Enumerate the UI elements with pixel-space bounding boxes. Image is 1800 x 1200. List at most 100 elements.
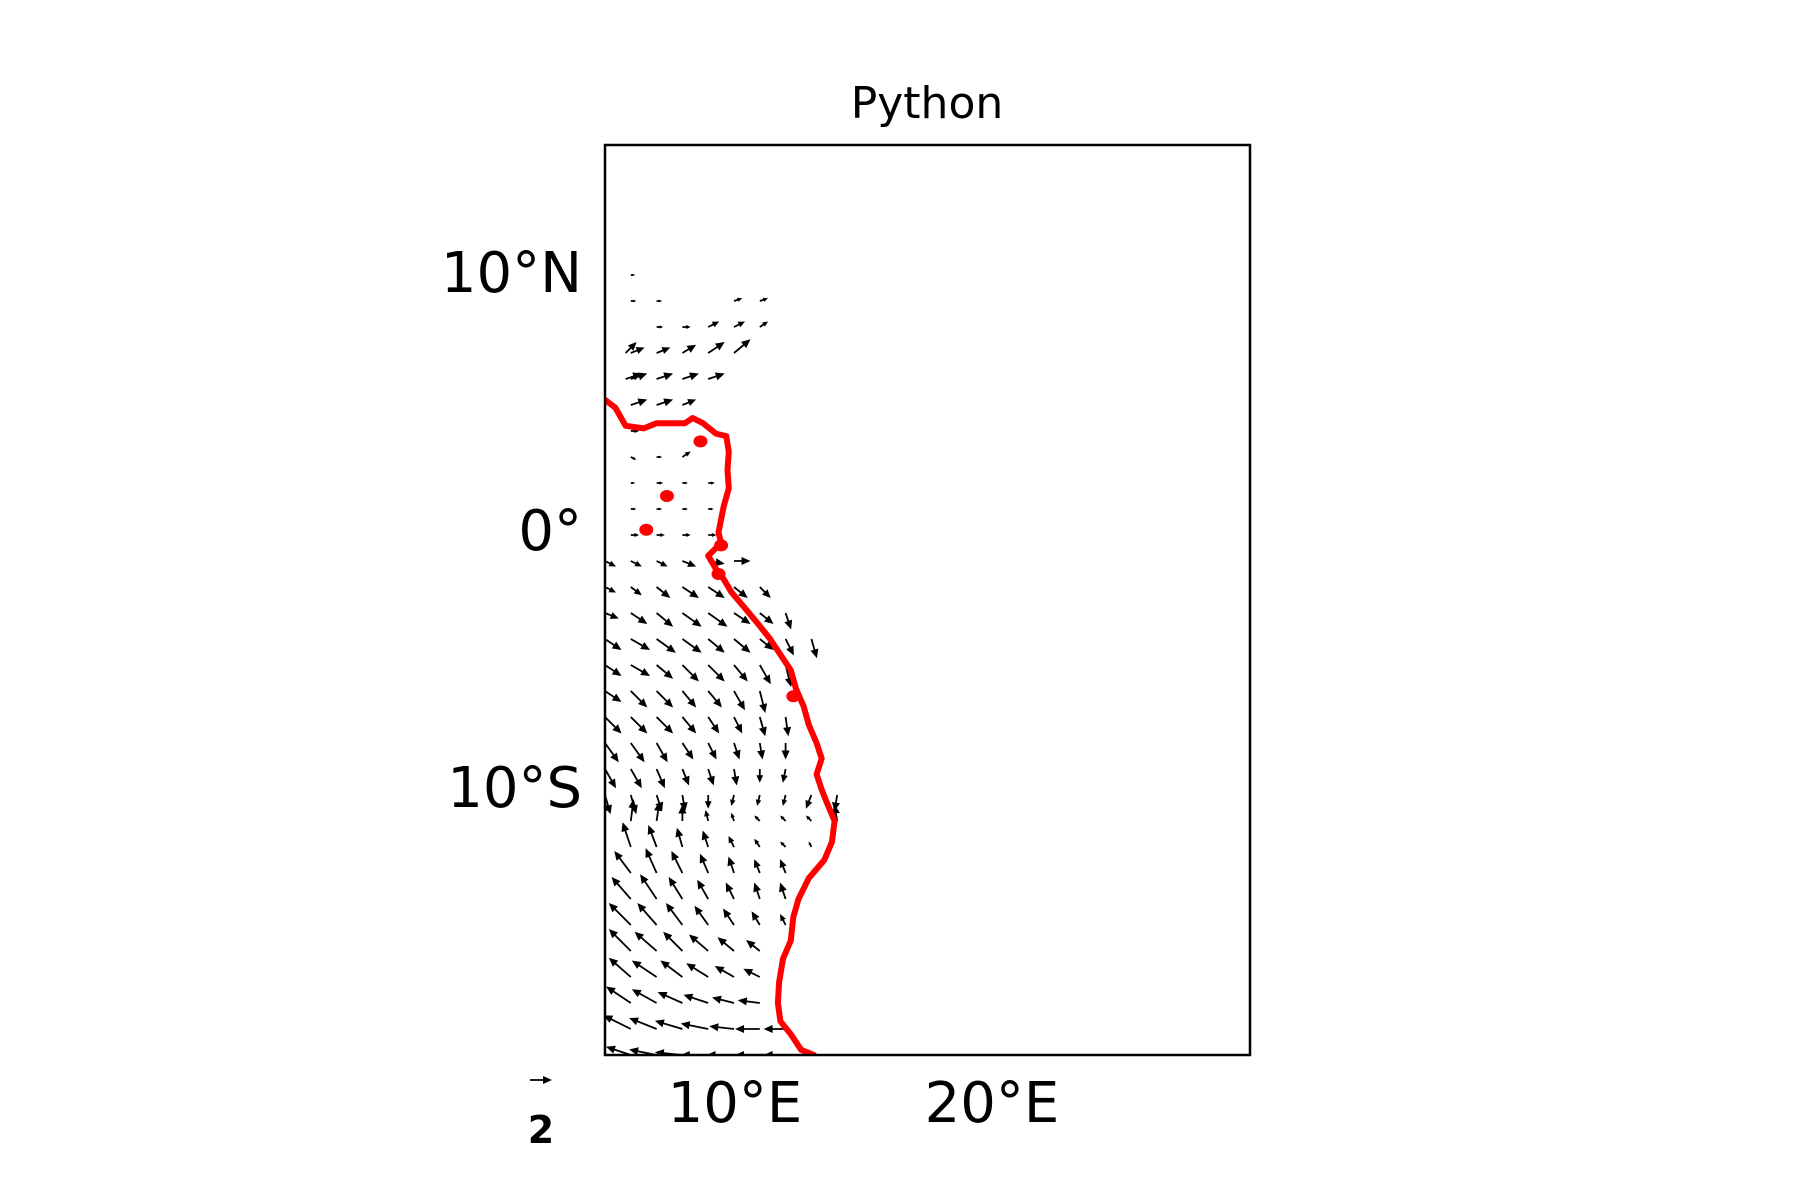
quiver-arrow-133: [701, 830, 710, 848]
coastline: [605, 396, 838, 1055]
quiver-arrow-95: [655, 742, 668, 763]
quiver-arrow-76: [759, 664, 771, 685]
quiver-arrow-120: [628, 799, 637, 822]
quiver-arrow-77: [784, 664, 793, 688]
quiver-arrow-51: [733, 586, 748, 599]
quiver-arrow-119: [605, 801, 610, 821]
quiver-arrow-137: [808, 841, 813, 848]
quiver-arrow-18: [656, 372, 674, 381]
quiver-arrow-84: [758, 690, 768, 714]
quiver-arrow-136: [780, 841, 787, 848]
quiver-arrow-56: [681, 612, 702, 627]
quiver-arrow-139: [614, 850, 632, 874]
quiver-arrow-82: [707, 690, 722, 708]
quiver-arrow-147: [611, 877, 632, 900]
quiver-arrow-62: [630, 638, 651, 650]
quiver-arrow-162: [605, 928, 606, 952]
quiver-arrow-192: [606, 1045, 632, 1055]
quiver-key: 2: [528, 1075, 554, 1152]
quiver-arrow-40: [605, 560, 617, 567]
quiver-arrow-44: [708, 558, 725, 567]
island-2: [639, 523, 654, 536]
quiver-arrow-102: [630, 768, 642, 789]
quiver-key-arrow-mark: [530, 1075, 552, 1085]
quiver-arrow-143: [727, 856, 736, 874]
quiver-arrow-28: [630, 481, 636, 485]
quiver-arrow-127: [805, 815, 813, 822]
quiver-arrow-23: [682, 399, 697, 406]
quiver-arrow-11: [630, 347, 645, 354]
quiver-arrow-178: [631, 989, 658, 1004]
quiver-arrow-171: [631, 960, 658, 978]
quiver-arrow-135: [754, 838, 761, 848]
quiver-arrows: [605, 273, 840, 1055]
quiver-arrow-169: [605, 957, 606, 978]
quiver-arrow-99: [757, 742, 766, 760]
quiver-arrow-122: [678, 804, 687, 821]
quiver-arrow-170: [608, 957, 632, 978]
quiver-arrow-24: [630, 428, 640, 434]
quiver-arrow-61: [605, 638, 622, 650]
quiver-arrow-41: [630, 560, 642, 567]
quiver-arrow-106: [731, 768, 740, 786]
quiver-arrow-181: [711, 995, 735, 1004]
quiver-arrow-37: [656, 532, 665, 538]
quiver-arrow-25: [630, 456, 637, 460]
quiver-arrow-81: [681, 690, 697, 708]
y-tick-label-0: 0°: [518, 499, 582, 564]
quiver-arrow-188: [709, 1023, 735, 1032]
quiver-arrow-184: [605, 1015, 632, 1030]
quiver-key-label: 2: [528, 1108, 554, 1152]
quiver-arrow-166: [688, 934, 709, 952]
quiver-arrow-31: [708, 481, 715, 485]
quiver-key-arrow: [530, 1075, 552, 1085]
quiver-arrow-177: [606, 986, 632, 1004]
quiver-arrow-165: [663, 931, 684, 952]
quiver-arrow-22: [656, 398, 674, 407]
quiver-arrow-15: [733, 339, 751, 354]
x-tick-label-10E: 10°E: [668, 1071, 803, 1136]
island-1: [659, 490, 674, 502]
quiver-arrow-4: [759, 297, 769, 302]
quiver-arrow-12: [656, 347, 671, 354]
quiver-arrow-73: [681, 664, 699, 682]
quiver-arrow-10: [625, 342, 637, 354]
quiver-arrow-68: [784, 638, 794, 656]
quiver-arrow-88: [681, 716, 697, 734]
quiver-arrow-186: [654, 1019, 683, 1030]
quiver-arrow-157: [665, 902, 684, 926]
quiver-arrow-90: [733, 716, 743, 734]
quiver-arrow-2: [656, 299, 663, 303]
quiver-arrow-74: [707, 664, 725, 682]
quiver-arrow-50: [707, 586, 725, 598]
quiver-arrow-142: [699, 853, 710, 874]
quiver-arrow-101: [605, 768, 616, 789]
quiver-arrow-187: [680, 1021, 709, 1030]
y-tick-label-10N: 10°N: [441, 241, 582, 306]
quiver-arrow-65: [707, 638, 725, 653]
quiver-arrow-103: [655, 768, 666, 789]
quiver-arrow-131: [647, 825, 658, 848]
island-5: [786, 690, 801, 703]
quiver-arrow-158: [694, 905, 709, 926]
x-tick-label-20E: 20°E: [925, 1071, 1060, 1136]
quiver-arrow-55: [656, 612, 674, 627]
quiver-arrow-91: [758, 716, 767, 737]
quiver-arrow-161: [780, 913, 787, 926]
quiver-arrow-83: [733, 690, 745, 711]
quiver-arrow-153: [779, 882, 787, 900]
quiver-arrow-85: [605, 716, 622, 734]
quiver-arrow-190: [763, 1024, 786, 1034]
quiver-arrow-92: [783, 716, 792, 737]
quiver-arrow-39: [708, 532, 717, 538]
quiver-arrow-52: [759, 586, 771, 598]
quiver-arrow-182: [737, 997, 760, 1006]
quiver-arrow-1: [630, 299, 637, 303]
quiver-arrow-149: [668, 877, 684, 900]
quiver-arrow-97: [707, 742, 717, 760]
island-0: [693, 435, 708, 448]
quiver-arrow-125: [754, 815, 761, 822]
quiver-arrow-114: [730, 794, 736, 806]
quiver-arrow-159: [723, 908, 735, 926]
quiver-arrow-47: [630, 586, 642, 596]
